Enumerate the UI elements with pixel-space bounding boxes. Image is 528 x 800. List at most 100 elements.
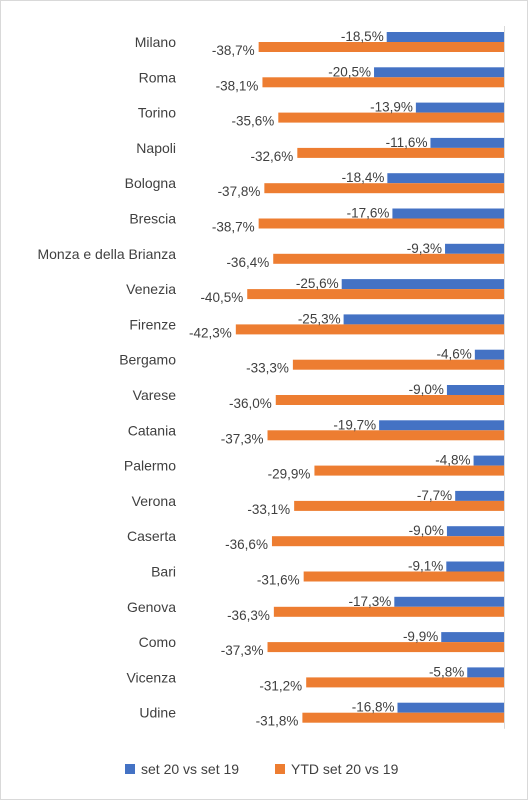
category-label: Firenze xyxy=(129,316,176,332)
bar-series-1 xyxy=(473,455,504,466)
data-label-series-2: -31,8% xyxy=(256,714,299,729)
bar-series-2 xyxy=(294,500,504,511)
bar-series-2 xyxy=(267,642,504,653)
category-label: Torino xyxy=(138,105,176,121)
category-label: Bari xyxy=(151,564,176,580)
category-label: Palermo xyxy=(124,458,176,474)
category-label: Napoli xyxy=(136,140,176,156)
bar-series-2 xyxy=(267,430,504,441)
bar-series-1 xyxy=(474,349,504,360)
data-label-series-1: -18,5% xyxy=(341,29,384,44)
data-label-series-2: -33,1% xyxy=(247,502,290,517)
bar-series-1 xyxy=(343,314,504,325)
bar-series-1 xyxy=(445,243,504,254)
data-label-series-2: -37,3% xyxy=(221,431,264,446)
data-label-series-2: -36,0% xyxy=(229,396,272,411)
category-label: Verona xyxy=(132,493,177,509)
data-label-series-2: -38,1% xyxy=(216,78,259,93)
category-label: Genova xyxy=(127,599,176,615)
legend-swatch-series-2 xyxy=(275,764,285,774)
data-label-series-1: -9,1% xyxy=(408,559,443,574)
bar-series-2 xyxy=(271,536,504,547)
data-label-series-1: -16,8% xyxy=(352,700,395,715)
bar-series-2 xyxy=(306,677,504,688)
data-label-series-1: -5,8% xyxy=(429,664,464,679)
data-label-series-1: -9,9% xyxy=(403,629,438,644)
data-label-series-2: -33,3% xyxy=(246,361,289,376)
bar-series-2 xyxy=(278,112,504,123)
bar-series-2 xyxy=(235,324,504,335)
data-label-series-2: -38,7% xyxy=(212,220,255,235)
category-label: Bologna xyxy=(125,175,177,191)
category-label: Catania xyxy=(128,422,176,438)
bar-series-1 xyxy=(387,173,504,184)
bar-series-2 xyxy=(303,571,504,582)
bar-series-2 xyxy=(302,712,504,723)
data-label-series-2: -38,7% xyxy=(212,43,255,58)
data-label-series-1: -11,6% xyxy=(386,135,428,150)
category-label: Monza e della Brianza xyxy=(37,246,176,262)
data-label-series-1: -7,7% xyxy=(417,488,452,503)
data-label-series-2: -42,3% xyxy=(189,325,232,340)
bars-layer xyxy=(235,32,505,723)
data-label-series-2: -37,3% xyxy=(221,643,264,658)
data-label-series-2: -35,6% xyxy=(232,114,275,129)
data-label-series-1: -18,4% xyxy=(342,170,385,185)
bar-series-1 xyxy=(430,137,504,148)
bar-series-2 xyxy=(314,465,504,476)
data-label-series-2: -31,2% xyxy=(259,678,302,693)
value-labels: -18,5% -38,7% -20,5% -38,1% -13,9% -35,6% -11,… xyxy=(189,29,472,729)
bar-series-1 xyxy=(379,420,504,431)
bar-series-2 xyxy=(273,253,504,264)
category-label: Milano xyxy=(135,34,176,50)
bar-series-1 xyxy=(467,667,504,678)
bar-series-1 xyxy=(397,702,504,713)
category-label: Varese xyxy=(133,387,177,403)
bar-series-1 xyxy=(415,102,504,113)
data-label-series-2: -36,3% xyxy=(227,608,270,623)
data-label-series-1: -9,0% xyxy=(409,523,444,538)
legend-swatch-series-1 xyxy=(125,764,135,774)
data-label-series-1: -17,3% xyxy=(349,594,392,609)
bar-series-1 xyxy=(446,561,504,572)
legend-label-series-1: set 20 vs set 19 xyxy=(141,761,239,777)
data-label-series-2: -37,8% xyxy=(218,184,261,199)
data-label-series-1: -25,6% xyxy=(296,276,339,291)
bar-series-1 xyxy=(446,526,504,537)
category-label: Como xyxy=(139,634,177,650)
category-label: Bergamo xyxy=(119,352,176,368)
bar-series-2 xyxy=(262,77,504,88)
data-label-series-2: -29,9% xyxy=(268,467,311,482)
data-label-series-1: -9,3% xyxy=(407,241,442,256)
bar-series-2 xyxy=(264,183,504,194)
bar-series-2 xyxy=(258,42,504,52)
bar-series-2 xyxy=(292,359,504,370)
data-label-series-1: -17,6% xyxy=(347,206,390,221)
data-label-series-2: -40,5% xyxy=(200,290,243,305)
bar-series-1 xyxy=(455,490,504,501)
bar-series-1 xyxy=(441,632,504,643)
data-label-series-1: -9,0% xyxy=(409,382,444,397)
category-labels: Milano Roma Torino Napoli Bologna Brescia Monz… xyxy=(37,34,176,721)
category-label: Venezia xyxy=(126,281,176,297)
category-label: Vicenza xyxy=(126,669,176,685)
data-label-series-2: -31,6% xyxy=(257,573,300,588)
data-label-series-1: -19,7% xyxy=(333,417,376,432)
data-label-series-2: -32,6% xyxy=(251,149,294,164)
data-label-series-1: -4,6% xyxy=(437,347,472,362)
bar-series-2 xyxy=(297,147,504,158)
data-label-series-1: -13,9% xyxy=(370,100,413,115)
category-label: Roma xyxy=(139,69,177,85)
bar-series-1 xyxy=(341,279,504,290)
data-label-series-1: -20,5% xyxy=(328,64,371,79)
bar-series-2 xyxy=(247,289,505,300)
bar-series-1 xyxy=(374,67,504,78)
data-label-series-1: -25,3% xyxy=(298,311,341,326)
bar-series-2 xyxy=(275,395,504,405)
data-label-series-1: -4,8% xyxy=(435,453,470,468)
legend-label-series-2: YTD set 20 vs 19 xyxy=(291,761,399,777)
bar-series-1 xyxy=(394,596,504,607)
bar-series-1 xyxy=(446,385,504,395)
data-label-series-2: -36,6% xyxy=(225,537,268,552)
